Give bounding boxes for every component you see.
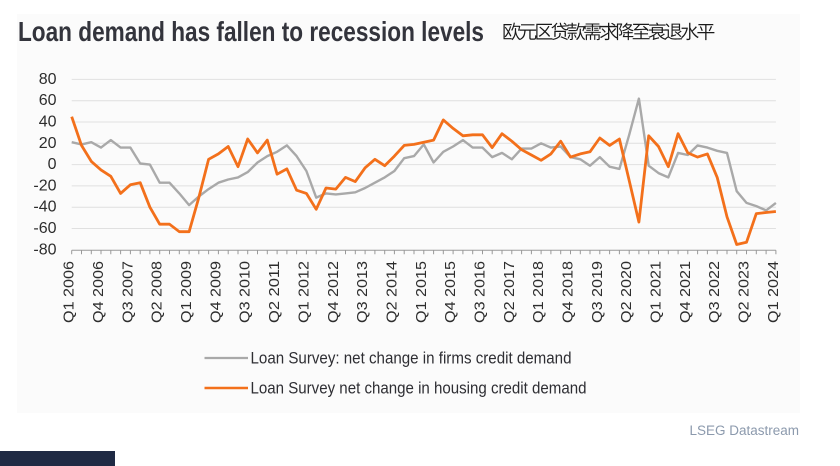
svg-text:0: 0 xyxy=(48,156,57,173)
svg-text:Q2 2011: Q2 2011 xyxy=(266,261,283,323)
svg-text:Q2 2020: Q2 2020 xyxy=(618,261,635,323)
svg-text:Loan Survey net change in hous: Loan Survey net change in housing credit… xyxy=(251,379,587,398)
svg-text:Q1 2018: Q1 2018 xyxy=(530,261,547,323)
svg-text:60: 60 xyxy=(39,92,57,109)
svg-text:Q3 2016: Q3 2016 xyxy=(472,261,489,323)
svg-text:Q2 2017: Q2 2017 xyxy=(501,261,518,323)
svg-text:Q1 2012: Q1 2012 xyxy=(295,261,312,323)
svg-text:LSEG Datastream: LSEG Datastream xyxy=(689,423,799,438)
svg-text:Q2 2014: Q2 2014 xyxy=(383,261,400,323)
svg-text:Q3 2013: Q3 2013 xyxy=(354,261,371,323)
svg-text:Q1 2006: Q1 2006 xyxy=(61,261,78,323)
svg-text:Q1 2015: Q1 2015 xyxy=(413,261,430,323)
svg-text:Q4 2018: Q4 2018 xyxy=(560,261,577,323)
svg-text:Loan demand has fallen to rece: Loan demand has fallen to recession leve… xyxy=(18,16,484,47)
svg-text:Q2 2023: Q2 2023 xyxy=(736,261,753,323)
svg-text:-60: -60 xyxy=(33,220,56,237)
svg-text:Q4 2021: Q4 2021 xyxy=(677,261,694,323)
svg-text:Q4 2006: Q4 2006 xyxy=(90,261,107,323)
svg-text:40: 40 xyxy=(39,114,57,131)
svg-text:Q3 2022: Q3 2022 xyxy=(706,261,723,323)
svg-text:Q4 2012: Q4 2012 xyxy=(325,261,342,323)
svg-text:Q3 2010: Q3 2010 xyxy=(237,261,254,323)
svg-text:Q4 2009: Q4 2009 xyxy=(207,261,224,323)
svg-text:-20: -20 xyxy=(33,177,56,194)
svg-text:Q2 2008: Q2 2008 xyxy=(149,261,166,323)
svg-text:Q3 2019: Q3 2019 xyxy=(589,261,606,323)
svg-text:Q4 2015: Q4 2015 xyxy=(442,261,459,323)
svg-text:Q1 2009: Q1 2009 xyxy=(178,261,195,323)
svg-text:-40: -40 xyxy=(33,199,56,216)
svg-text:-80: -80 xyxy=(33,241,56,258)
svg-text:Q1 2024: Q1 2024 xyxy=(765,261,782,323)
svg-text:Q1 2021: Q1 2021 xyxy=(648,261,665,323)
svg-text:Q3 2007: Q3 2007 xyxy=(119,261,136,323)
svg-text:Loan Survey: net change in fir: Loan Survey: net change in firms credit … xyxy=(251,349,572,368)
svg-text:20: 20 xyxy=(39,135,57,152)
svg-text:80: 80 xyxy=(39,71,57,88)
